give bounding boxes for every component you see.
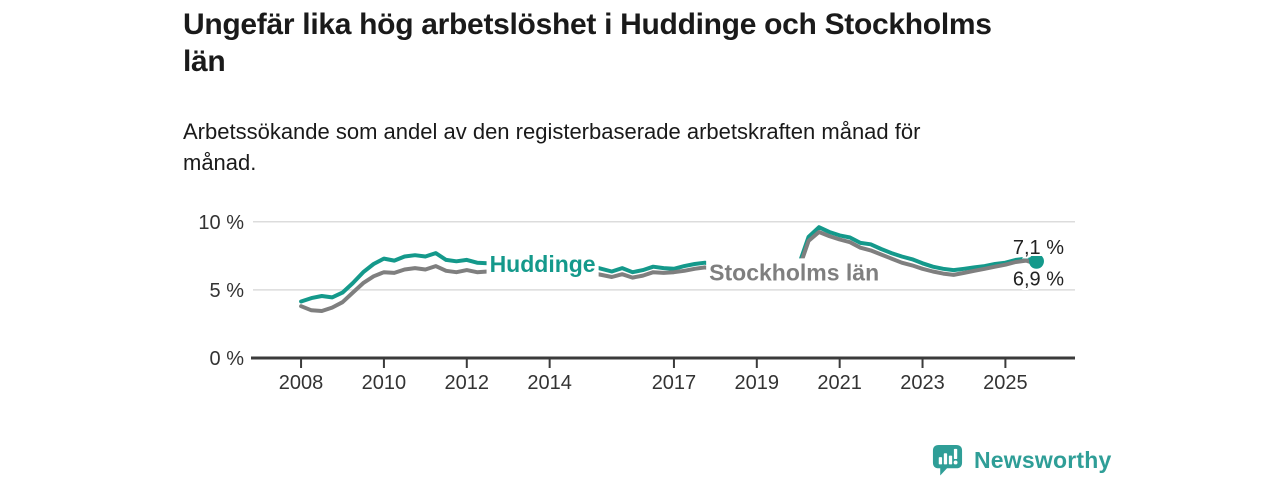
chart-subtitle: Arbetssökande som andel av den registerb… [183,116,1083,178]
logo-bubble-shape [932,444,963,476]
chart-label-stockholms-l-n: Stockholms län [709,259,879,285]
chart-label-7-1-: 7,1 % [1013,237,1064,259]
brand-footer: Newsworthy [931,443,1111,477]
x-tick-label: 2019 [735,372,780,394]
logo-bar-1 [938,456,943,464]
chart-subtitle-line-2: månad. [183,150,257,175]
y-tick-label: 5 % [210,280,245,302]
newsworthy-logo-icon [932,444,963,476]
x-tick-label: 2025 [983,372,1028,394]
y-tick-label: 0 % [210,348,245,370]
page-title-line-1: Ungefär lika hög arbetslöshet i Huddinge… [183,8,992,41]
chart-subtitle-line-1: Arbetssökande som andel av den registerb… [183,119,921,144]
chart-svg: 10 % 5 % 0 % 2008 2010 2012 2014 2017 2019 2021 20… [198,212,1075,394]
series-line-huddinge [299,225,1039,304]
chart-label-mask [706,258,883,287]
logo-bar-2 [943,452,948,464]
series-end-dot-huddinge [1028,253,1044,269]
x-tick-label: 2012 [445,372,490,394]
page-title-line-2: län [183,45,226,78]
chart-label-mask [486,249,599,278]
series-line-stockholms-l-n [299,230,1039,313]
logo-exclamation-bar [953,448,958,459]
x-tick-label: 2008 [279,372,324,394]
x-tick-label: 2023 [900,372,945,394]
x-tick-label: 2021 [817,372,862,394]
x-tick-label: 2010 [362,372,407,394]
x-tick-label: 2014 [527,372,572,394]
chart-label-6-9-: 6,9 % [1013,269,1064,291]
logo-exclamation-dot [953,460,958,464]
y-tick-label: 10 % [198,212,244,234]
logo-bar-3 [948,455,953,464]
chart-label-huddinge: Huddinge [490,251,596,277]
x-tick-label: 2017 [652,372,697,394]
brand-name: Newsworthy [974,446,1112,473]
page-title: Ungefär lika hög arbetslöshet i Huddinge… [183,6,1193,80]
